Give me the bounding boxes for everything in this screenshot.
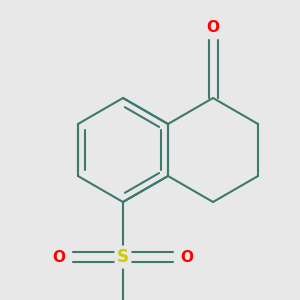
- Text: O: O: [206, 20, 220, 34]
- Text: O: O: [181, 250, 194, 265]
- Text: O: O: [52, 250, 65, 265]
- Text: S: S: [117, 248, 129, 266]
